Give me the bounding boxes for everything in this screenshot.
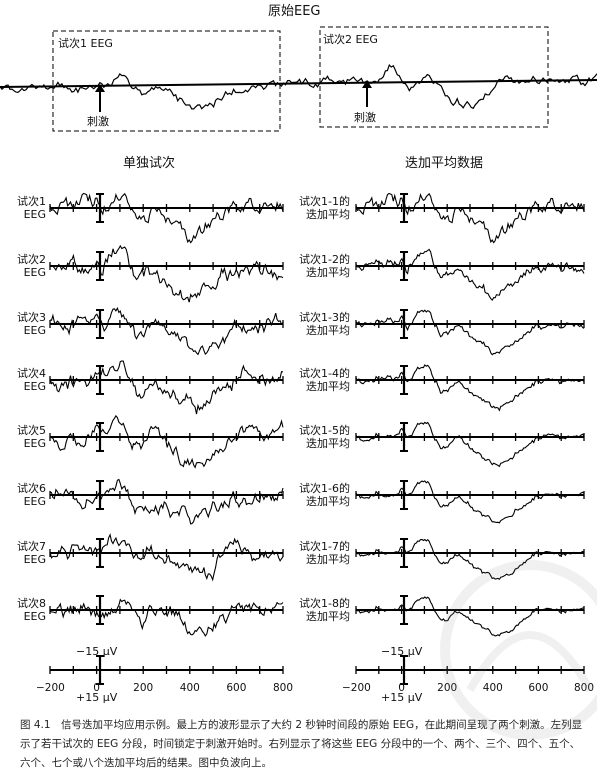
row-label-line1: 试次1-4的 bbox=[299, 367, 350, 380]
eeg-waveform bbox=[355, 309, 585, 356]
eeg-waveform bbox=[49, 306, 284, 356]
row-label-line1: 试次8 bbox=[17, 597, 46, 610]
time-axes bbox=[49, 655, 585, 685]
right-column-title: 迭加平均数据 bbox=[405, 156, 484, 171]
row-label-line2: 迭加平均 bbox=[306, 324, 350, 337]
axis-tick-label: 200 bbox=[437, 682, 458, 694]
eeg-waveform bbox=[355, 538, 585, 581]
row-label-line2: 迭加平均 bbox=[306, 208, 350, 221]
figure-caption: 图 4.1 信号迭加平均应用示例。最上方的波形显示了大约 2 秒钟时间段的原始 … bbox=[20, 719, 583, 769]
row-label-line1: 试次4 bbox=[17, 367, 46, 380]
right-row-7 bbox=[355, 538, 585, 581]
trial1-box-label: 试次1 EEG bbox=[58, 37, 113, 50]
row-label-line2: EEG bbox=[23, 324, 46, 337]
row-label-line2: EEG bbox=[23, 380, 46, 393]
right-row-6 bbox=[355, 480, 585, 524]
axis-tick-label: 600 bbox=[226, 682, 247, 694]
right-scale-positive: +15 μV bbox=[381, 691, 423, 704]
row-label-line2: EEG bbox=[23, 437, 46, 450]
eeg-waveform bbox=[49, 414, 284, 469]
row-label-line1: 试次6 bbox=[17, 482, 46, 495]
eeg-waveform bbox=[49, 533, 284, 582]
left-row-6 bbox=[49, 478, 284, 525]
axis-tick-label: 0 bbox=[93, 682, 100, 694]
row-label-line1: 试次1-3的 bbox=[299, 311, 350, 324]
left-row-8 bbox=[49, 595, 284, 637]
right-row-4 bbox=[355, 364, 585, 412]
row-label-line1: 试次1-6的 bbox=[299, 482, 350, 495]
left-row-4 bbox=[49, 360, 284, 415]
averaged-traces bbox=[355, 192, 585, 637]
eeg-waveform bbox=[49, 192, 284, 244]
row-label-line2: 迭加平均 bbox=[306, 495, 350, 508]
single-trial-traces bbox=[49, 192, 284, 637]
right-row-1 bbox=[355, 192, 585, 244]
row-label-line2: 迭加平均 bbox=[306, 553, 350, 566]
right-scale-negative: −15 μV bbox=[381, 645, 423, 658]
row-label-line2: EEG bbox=[23, 495, 46, 508]
stimulus-arrow-1 bbox=[95, 84, 105, 112]
raw-eeg-title: 原始EEG bbox=[268, 4, 321, 19]
eeg-waveform bbox=[49, 360, 284, 415]
row-label-line1: 试次1 bbox=[17, 195, 46, 208]
raw-eeg-panel bbox=[0, 26, 597, 132]
left-row-3 bbox=[49, 306, 284, 356]
row-label-line1: 试次5 bbox=[17, 424, 46, 437]
stimulus-label-1: 刺激 bbox=[87, 115, 109, 128]
right-row-2 bbox=[355, 248, 585, 302]
left-row-7 bbox=[49, 533, 284, 582]
trial2-window-box bbox=[319, 26, 549, 128]
axis-tick-label: 400 bbox=[179, 682, 200, 694]
axis-tick-label: 600 bbox=[528, 682, 549, 694]
left-scale-negative: −15 μV bbox=[76, 645, 118, 658]
left-scale-positive: +15 μV bbox=[76, 691, 118, 704]
row-label-line2: 迭加平均 bbox=[306, 610, 350, 623]
stimulus-arrow-2 bbox=[362, 80, 372, 107]
axis-tick-label: 200 bbox=[133, 682, 154, 694]
left-row-1 bbox=[49, 192, 284, 244]
axis-tick-label: 800 bbox=[573, 682, 595, 694]
right-row-8 bbox=[355, 595, 585, 637]
row-label-line1: 试次1-5的 bbox=[299, 424, 350, 437]
row-label-line1: 试次7 bbox=[17, 540, 46, 553]
trial2-box-label: 试次2 EEG bbox=[323, 33, 378, 46]
row-label-line1: 试次1-7的 bbox=[299, 540, 350, 553]
raw-eeg-waveform bbox=[0, 64, 597, 110]
row-label-line2: 迭加平均 bbox=[306, 380, 350, 393]
row-label-line1: 试次2 bbox=[17, 253, 46, 266]
eeg-waveform bbox=[49, 478, 284, 525]
row-label-line2: EEG bbox=[23, 266, 46, 279]
stimulus-label-2: 刺激 bbox=[354, 111, 376, 124]
eeg-waveform bbox=[355, 248, 585, 302]
eeg-waveform bbox=[355, 364, 585, 412]
eeg-waveform bbox=[355, 596, 585, 637]
row-label-line2: 迭加平均 bbox=[306, 437, 350, 450]
row-label-line2: EEG bbox=[23, 553, 46, 566]
row-label-line2: EEG bbox=[23, 610, 46, 623]
eeg-waveform bbox=[355, 480, 585, 524]
eeg-waveform bbox=[49, 244, 284, 303]
eeg-waveform bbox=[49, 598, 284, 637]
row-label-line1: 试次1-2的 bbox=[299, 253, 350, 266]
eeg-waveform bbox=[355, 421, 585, 468]
trial1-window-box bbox=[52, 30, 281, 132]
axis-tick-label: 0 bbox=[398, 682, 405, 694]
right-row-3 bbox=[355, 309, 585, 356]
axis-tick-label: −200 bbox=[36, 682, 65, 694]
axis-tick-label: −200 bbox=[342, 682, 371, 694]
left-column-title: 单独试次 bbox=[123, 156, 176, 171]
left-row-5 bbox=[49, 414, 284, 469]
right-row-5 bbox=[355, 421, 585, 468]
row-label-line1: 试次1-8的 bbox=[299, 597, 350, 610]
row-label-line1: 试次3 bbox=[17, 311, 46, 324]
eeg-waveform bbox=[355, 192, 585, 244]
row-label-line2: 迭加平均 bbox=[306, 266, 350, 279]
row-label-line2: EEG bbox=[23, 208, 46, 221]
row-label-line1: 试次1-1的 bbox=[299, 195, 350, 208]
axis-tick-label: 400 bbox=[482, 682, 503, 694]
left-row-2 bbox=[49, 244, 284, 303]
axis-tick-label: 800 bbox=[272, 682, 294, 694]
